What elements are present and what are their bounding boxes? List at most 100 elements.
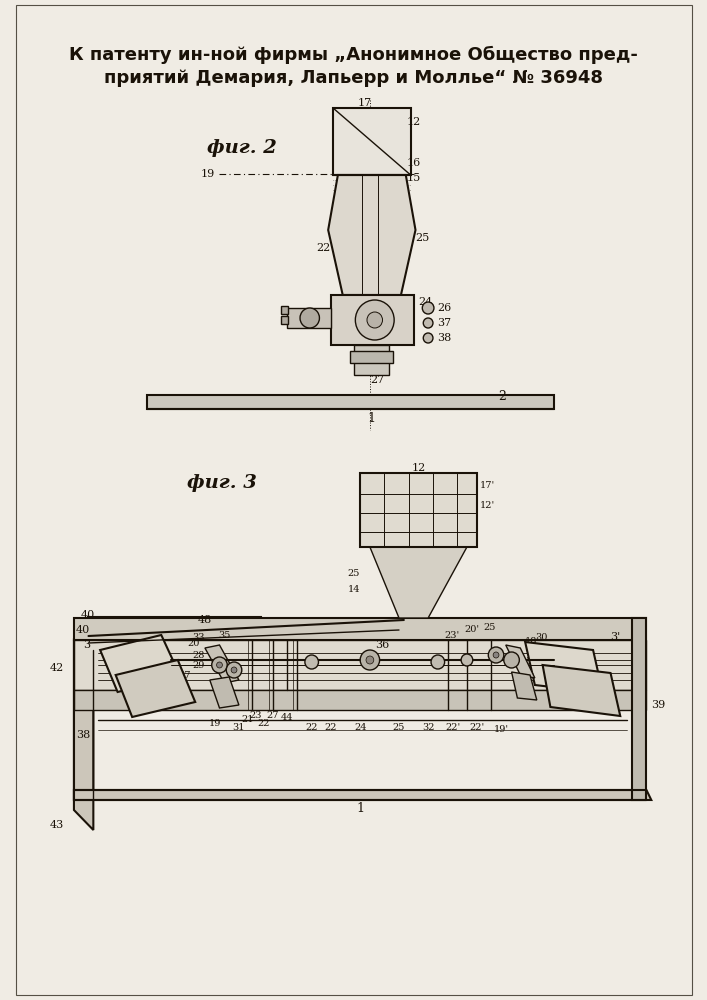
Text: 1: 1: [356, 802, 364, 814]
Text: 19': 19': [493, 726, 508, 734]
Text: 25: 25: [416, 233, 430, 243]
Polygon shape: [328, 175, 416, 295]
Circle shape: [423, 318, 433, 328]
Text: 27: 27: [370, 375, 384, 385]
Text: 35: 35: [218, 631, 230, 640]
Text: 25: 25: [348, 568, 360, 578]
Polygon shape: [512, 672, 537, 700]
Circle shape: [231, 667, 237, 673]
Text: 20: 20: [188, 639, 200, 648]
Text: 43: 43: [50, 820, 64, 830]
Text: 3: 3: [83, 640, 90, 650]
Polygon shape: [74, 640, 646, 690]
Text: 42: 42: [50, 663, 64, 673]
Text: 17': 17': [479, 481, 495, 489]
Text: 2: 2: [498, 390, 506, 403]
Polygon shape: [74, 618, 646, 640]
Text: 12: 12: [407, 117, 421, 127]
Text: 24: 24: [354, 722, 366, 732]
Circle shape: [211, 657, 227, 673]
Polygon shape: [116, 660, 195, 717]
Text: 38: 38: [76, 730, 90, 740]
Bar: [333, 108, 411, 175]
Polygon shape: [632, 618, 646, 800]
Text: 20': 20': [464, 626, 479, 635]
Text: 26: 26: [437, 303, 451, 313]
Text: 32: 32: [422, 722, 434, 732]
Circle shape: [367, 312, 382, 328]
Text: 36: 36: [375, 640, 389, 650]
Polygon shape: [74, 640, 93, 830]
Text: 16: 16: [407, 158, 421, 168]
Text: 37: 37: [178, 670, 190, 680]
Circle shape: [504, 652, 520, 668]
Text: 22': 22': [445, 722, 461, 732]
Circle shape: [423, 333, 433, 343]
Polygon shape: [88, 617, 261, 650]
Text: 37: 37: [437, 318, 451, 328]
Text: 31: 31: [233, 722, 245, 732]
Text: 21: 21: [241, 716, 254, 724]
Polygon shape: [506, 645, 535, 678]
Polygon shape: [100, 635, 181, 692]
Bar: [360, 473, 477, 547]
Text: 17: 17: [358, 98, 372, 108]
Circle shape: [300, 308, 320, 328]
Circle shape: [431, 655, 445, 669]
Text: 23: 23: [249, 710, 262, 720]
Polygon shape: [205, 645, 239, 683]
Text: 33': 33': [525, 658, 540, 666]
Bar: [288, 308, 331, 328]
Text: 39: 39: [651, 700, 665, 710]
Text: приятий Демария, Лапьерр и Моллье“ № 36948: приятий Демария, Лапьерр и Моллье“ № 369…: [104, 69, 603, 87]
Text: 23': 23': [445, 631, 460, 640]
Text: 25: 25: [483, 622, 496, 632]
Circle shape: [216, 662, 223, 668]
Text: фиг. 2: фиг. 2: [207, 139, 276, 157]
Polygon shape: [210, 677, 239, 708]
Circle shape: [226, 662, 242, 678]
Circle shape: [493, 652, 499, 658]
Text: 38: 38: [437, 333, 451, 343]
Circle shape: [356, 300, 395, 340]
Text: 28: 28: [192, 650, 205, 660]
Circle shape: [360, 650, 380, 670]
Text: 29: 29: [192, 660, 205, 670]
Text: 12': 12': [479, 502, 495, 510]
Text: 44: 44: [281, 714, 293, 722]
Polygon shape: [74, 690, 646, 710]
Text: 19: 19: [200, 169, 215, 179]
Text: 22: 22: [325, 722, 337, 732]
Bar: [351, 351, 393, 363]
Bar: [281, 316, 288, 324]
Text: 25: 25: [393, 722, 405, 732]
Circle shape: [366, 656, 374, 664]
Text: 30: 30: [535, 633, 547, 642]
Text: 22: 22: [257, 718, 269, 728]
Text: 27: 27: [267, 710, 279, 720]
Text: 40: 40: [81, 610, 95, 620]
Polygon shape: [74, 790, 651, 800]
Circle shape: [461, 654, 473, 666]
Text: 48: 48: [198, 615, 212, 625]
Polygon shape: [370, 547, 467, 618]
Circle shape: [489, 647, 504, 663]
Polygon shape: [543, 665, 620, 716]
Text: 12: 12: [411, 463, 426, 473]
Text: 14: 14: [348, 585, 360, 594]
Text: 1: 1: [368, 412, 376, 424]
Text: 22': 22': [469, 722, 484, 732]
Text: 22: 22: [305, 722, 318, 732]
Text: 19: 19: [209, 718, 221, 728]
Bar: [281, 306, 288, 314]
Bar: [147, 395, 554, 409]
Text: 24: 24: [419, 297, 433, 307]
Text: 3': 3': [611, 632, 621, 642]
Text: фиг. 3: фиг. 3: [187, 474, 257, 492]
Text: 40: 40: [76, 625, 90, 635]
Polygon shape: [525, 642, 603, 693]
Circle shape: [422, 302, 434, 314]
Text: К патенту ин-ной фирмы „Анонимное Общество пред-: К патенту ин-ной фирмы „Анонимное Общест…: [69, 46, 638, 64]
Text: 15: 15: [407, 173, 421, 183]
Bar: [354, 345, 390, 375]
